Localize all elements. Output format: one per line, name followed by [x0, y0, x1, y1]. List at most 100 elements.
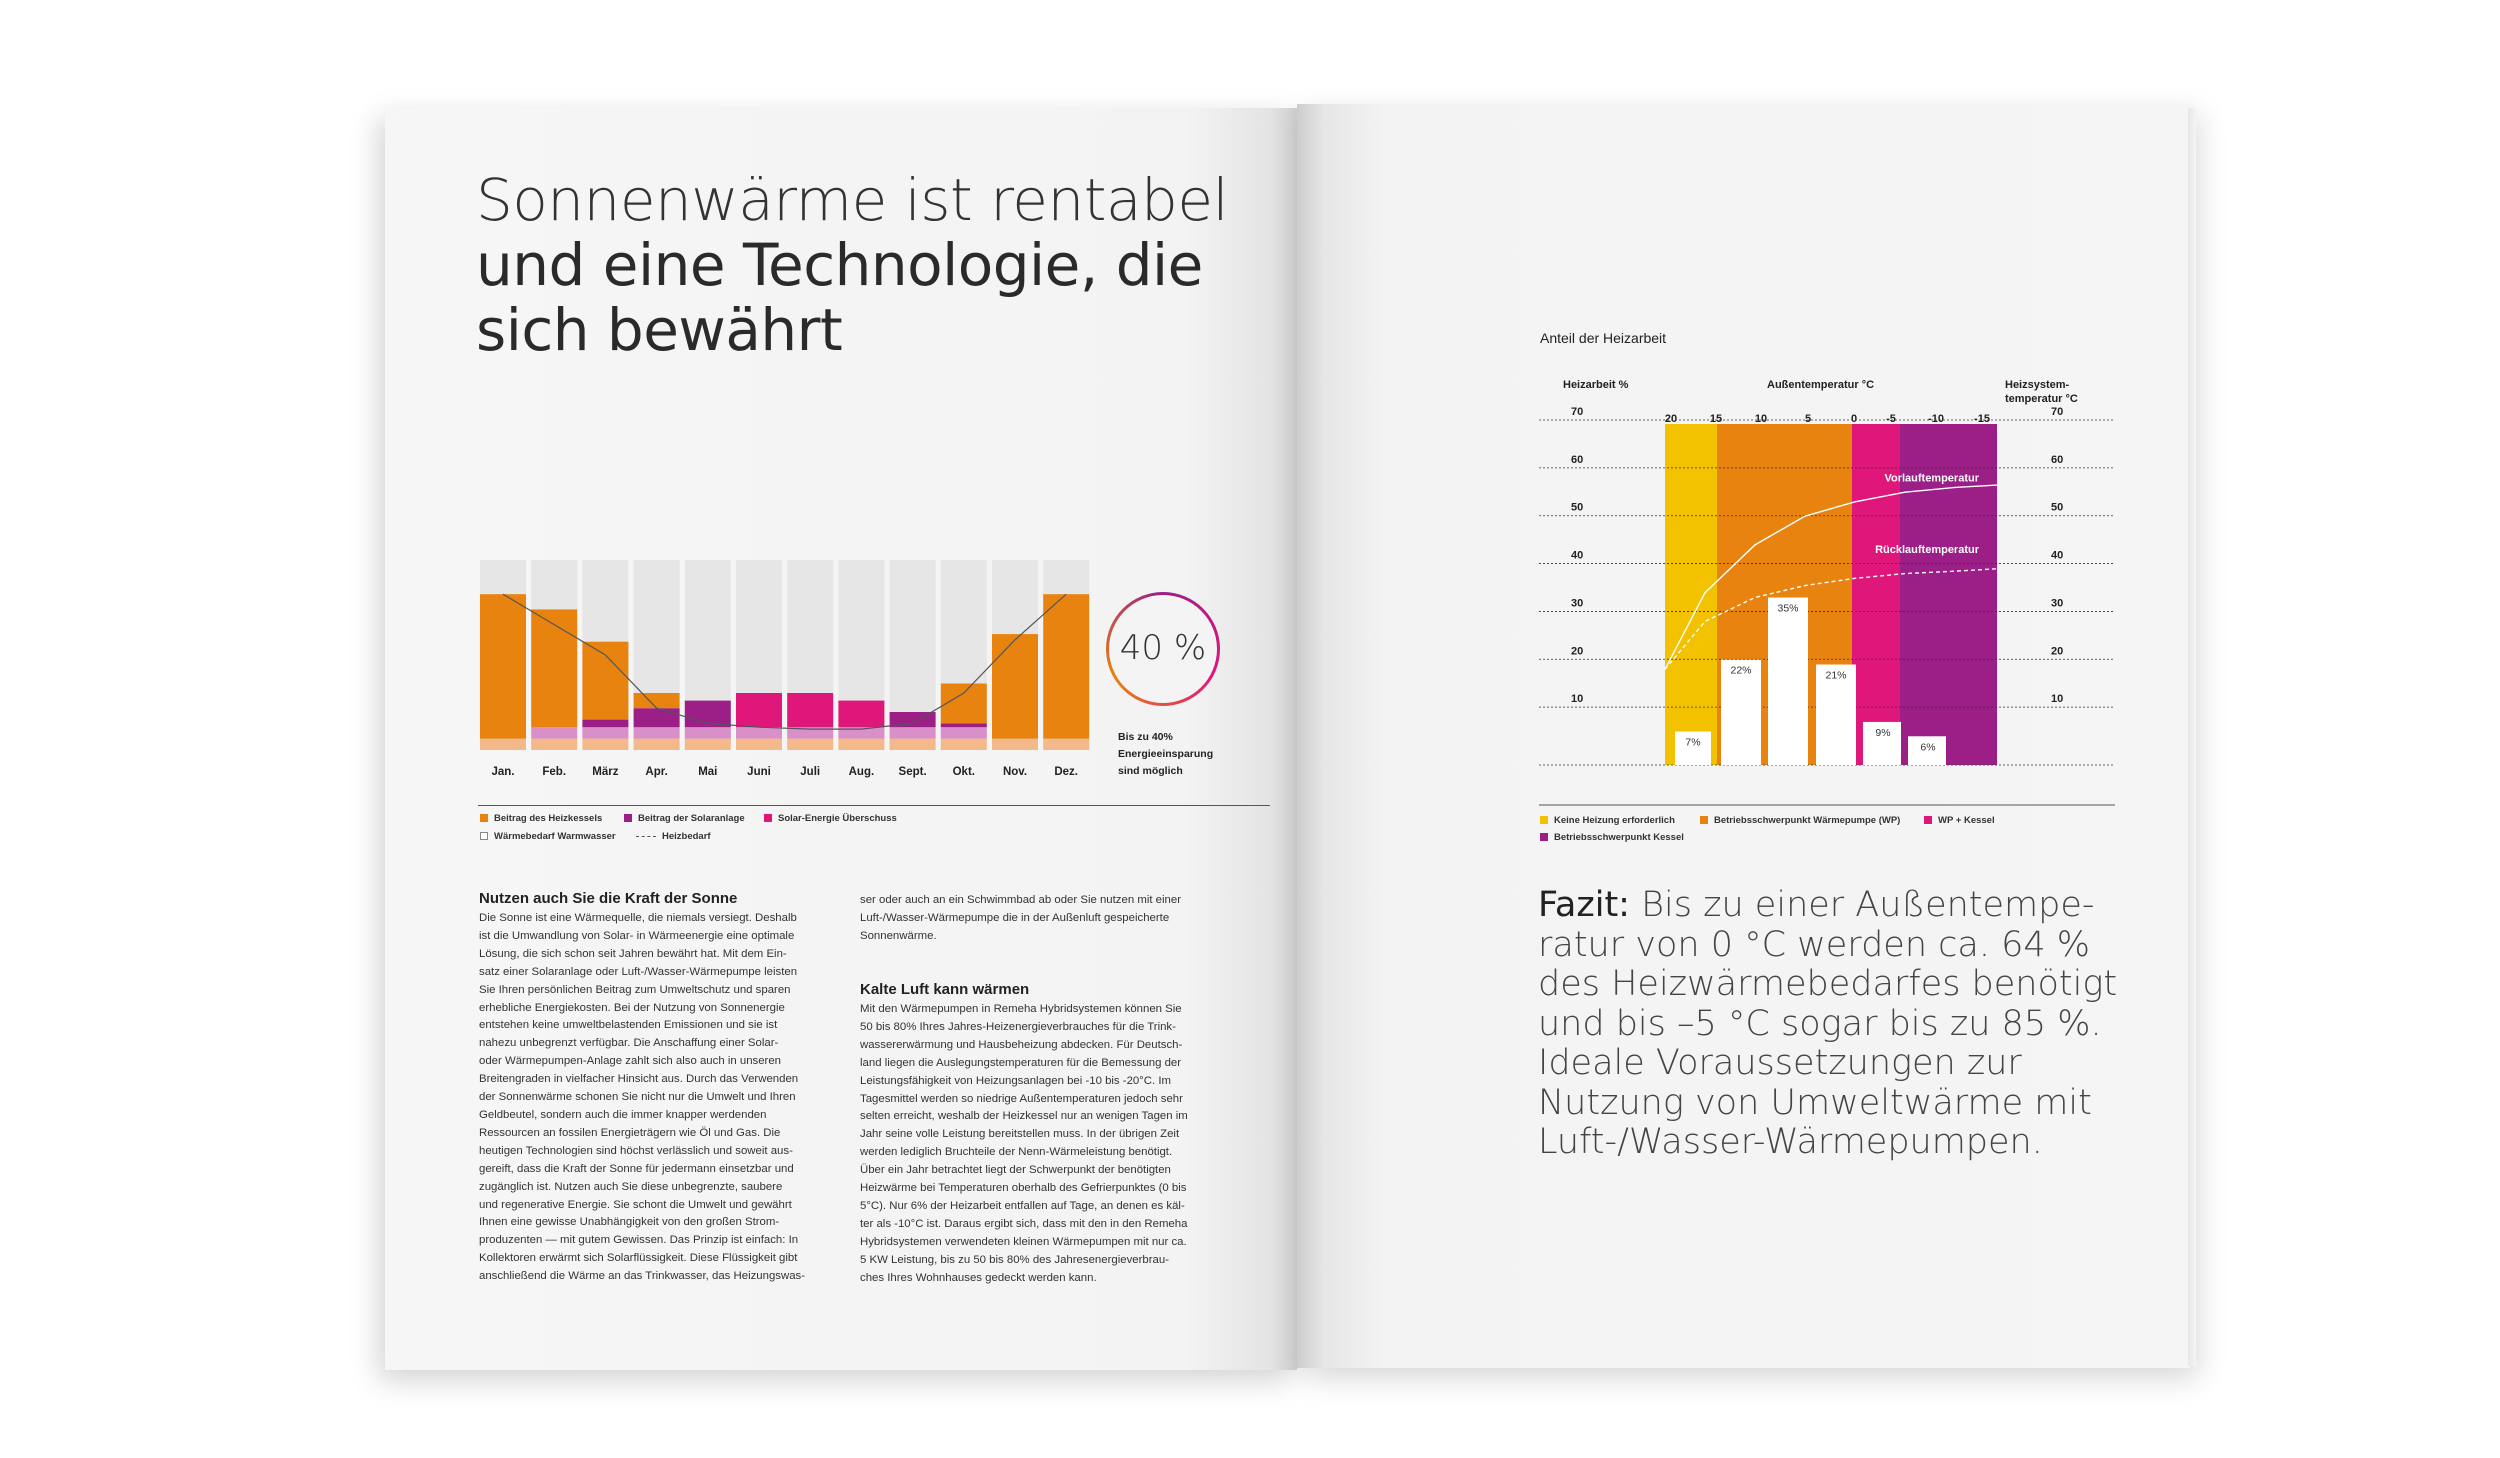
legend-label: Betriebsschwerpunkt Wärmepumpe (WP)	[1714, 815, 1901, 826]
top-axis-label: Außentemperatur °C	[1767, 379, 1874, 391]
temperature-curve	[1664, 568, 1998, 670]
body-line: Heizwärme bei Temperaturen oberhalb des …	[860, 1182, 1187, 1195]
body-line: Sonnenwärme.	[860, 929, 937, 942]
temperature-band	[1900, 424, 1997, 765]
section2-heading: Kalte Luft kann wärmen	[860, 981, 1030, 998]
conclusion-line: und bis –5 °C sogar bis zu 85 %.	[1538, 1003, 2102, 1044]
bar-segment	[1043, 738, 1090, 750]
y-tick-right: 20	[2051, 645, 2063, 657]
legend-item: Wärmebedarf Warmwasser	[480, 831, 616, 842]
conclusion-line: ratur von 0 °C werden ca. 64 %	[1538, 924, 2091, 965]
legend-swatch	[1700, 816, 1708, 825]
body-line: Jahr seine volle Leistung bereitstellen …	[860, 1128, 1180, 1141]
y-tick-left: 20	[1571, 645, 1583, 657]
savings-caption: Bis zu 40% Energieeinsparung sind möglic…	[1118, 729, 1213, 780]
percent-bar	[1768, 597, 1808, 765]
month-label: Juli	[800, 766, 820, 778]
legend-item: Beitrag der Solaranlage	[624, 813, 745, 824]
body-line: Über ein Jahr betrachtet liegt der Schwe…	[860, 1164, 1171, 1177]
bar-segment	[633, 708, 680, 728]
body-line: wassererwärmung und Hausbeheizung abdeck…	[860, 1038, 1183, 1051]
bar-segment	[736, 693, 782, 728]
body-line: werden lediglich Bruchteile der Nenn-Wär…	[860, 1146, 1173, 1159]
legend-item: Keine Heizung erforderlich	[1540, 815, 1675, 826]
monthly-heat-chart: Jan. Feb. März Apr. Mai Juni Juli Aug. Sept. Okt.…	[480, 560, 1090, 778]
bar-segment	[531, 609, 578, 728]
percent-bar-label: 35%	[1777, 603, 1798, 615]
y-tick-left: 30	[1571, 597, 1583, 609]
legend-swatch	[480, 814, 488, 823]
conclusion-text: Fazit: Bis zu einer Außentempe- ratur vo…	[1538, 885, 2178, 1163]
body-line: satz einer Solaranlage oder Luft-/Wasser…	[479, 965, 798, 978]
divider	[478, 805, 1270, 806]
page-edge	[2188, 108, 2196, 1366]
section2-body: Mit den Wärmepumpen in Remeha Hybridsyst…	[860, 1001, 1220, 1288]
bar-segment	[889, 738, 936, 750]
bar-segment	[736, 727, 782, 739]
body-line: heutigen Technologien sind höchst verläs…	[479, 1144, 793, 1157]
bar-segment	[1043, 594, 1090, 739]
y-tick-right: 60	[2051, 454, 2063, 466]
title-line-3: sich bewährt	[476, 296, 843, 364]
temperature-tick: 0	[1851, 413, 1857, 425]
savings-caption-line: sind möglich	[1118, 765, 1183, 777]
temperature-band	[1852, 424, 1900, 765]
body-line: land liegen die Auslegungstemperaturen f…	[860, 1056, 1182, 1069]
y-tick-left: 50	[1571, 502, 1583, 514]
body-line: Die Sonne ist eine Wärmequelle, die niem…	[479, 912, 797, 924]
bar-segment	[633, 738, 680, 750]
body-line: gereift, dass die Kraft der Sonne für je…	[479, 1162, 794, 1175]
bar-segment	[531, 738, 578, 750]
body-line: entstehen keine umweltbelastenden Emissi…	[479, 1019, 778, 1032]
legend-swatch	[480, 832, 488, 841]
month-label: Aug.	[849, 766, 875, 778]
body-line: 5°C). Nur 6% der Heizarbeit entfallen au…	[860, 1199, 1185, 1212]
percent-bar	[1908, 736, 1946, 765]
body-line: erhebliche Energiekosten. Bei der Nutzun…	[479, 1001, 785, 1014]
legend-item: Betriebsschwerpunkt Kessel	[1540, 832, 1684, 843]
column2-body: ser oder auch an ein Schwimmbad ab oder …	[860, 892, 1220, 946]
savings-badge: 40 %	[1106, 592, 1220, 706]
bar-segment	[940, 727, 987, 739]
bar-segment	[889, 712, 936, 728]
curve-label: Rücklauftemperatur	[1875, 544, 1980, 556]
y-tick-left: 70	[1571, 406, 1583, 418]
temperature-band	[1665, 424, 1717, 765]
month-label: Nov.	[1003, 766, 1027, 778]
percent-bar-label: 9%	[1875, 727, 1890, 739]
percent-bar	[1863, 721, 1901, 765]
month-label: Sept.	[899, 766, 927, 778]
body-line: oder Wärmepumpen-Anlage zahlt sich also …	[479, 1055, 782, 1068]
bar-segment	[633, 727, 680, 739]
month-label: Jan.	[491, 766, 514, 778]
legend-label: Betriebsschwerpunkt Kessel	[1554, 832, 1684, 843]
conclusion-lead: Fazit:	[1538, 885, 1630, 925]
legend-item: Beitrag des Heizkessels	[480, 813, 602, 824]
body-line: Tagesmittel werden so niedrige Außentemp…	[860, 1092, 1183, 1105]
body-line: Ihnen eine gewisse Unabhängigkeit von de…	[479, 1216, 780, 1229]
month-label: Okt.	[953, 766, 975, 778]
bar-segment	[582, 641, 629, 720]
bar-segment	[838, 727, 885, 739]
bar-segment	[889, 727, 936, 739]
body-line: und regenerative Energie. Sie schont die…	[479, 1198, 792, 1211]
month-label: Apr.	[645, 766, 667, 778]
bar-segment	[684, 738, 731, 750]
left-axis-label: Heizarbeit %	[1563, 379, 1629, 391]
bar-segment	[787, 693, 834, 728]
body-line: zugänglich ist. Nutzen auch Sie diese un…	[479, 1180, 783, 1193]
bar-segment	[940, 683, 987, 724]
temperature-tick: 15	[1710, 413, 1722, 425]
legend-label: Keine Heizung erforderlich	[1554, 815, 1675, 826]
legend-swatch	[1540, 833, 1548, 842]
heating-work-chart: Heizarbeit % Außentemperatur °C Heizsystem…	[1539, 379, 2115, 806]
title-line-2: und eine Technologie, die	[476, 231, 1203, 299]
body-line: selten erreicht, weshalb der Heizkessel …	[860, 1110, 1188, 1123]
bar-segment	[838, 738, 885, 750]
legend-item: Betriebsschwerpunkt Wärmepumpe (WP)	[1700, 815, 1900, 826]
temperature-tick: 20	[1665, 413, 1677, 425]
body-line: ser oder auch an ein Schwimmbad ab oder …	[860, 894, 1182, 906]
percent-bar-label: 7%	[1685, 737, 1700, 749]
body-line: ches Ihres Wohnhauses gedeckt werden kan…	[860, 1271, 1097, 1284]
bar-segment	[838, 700, 885, 728]
